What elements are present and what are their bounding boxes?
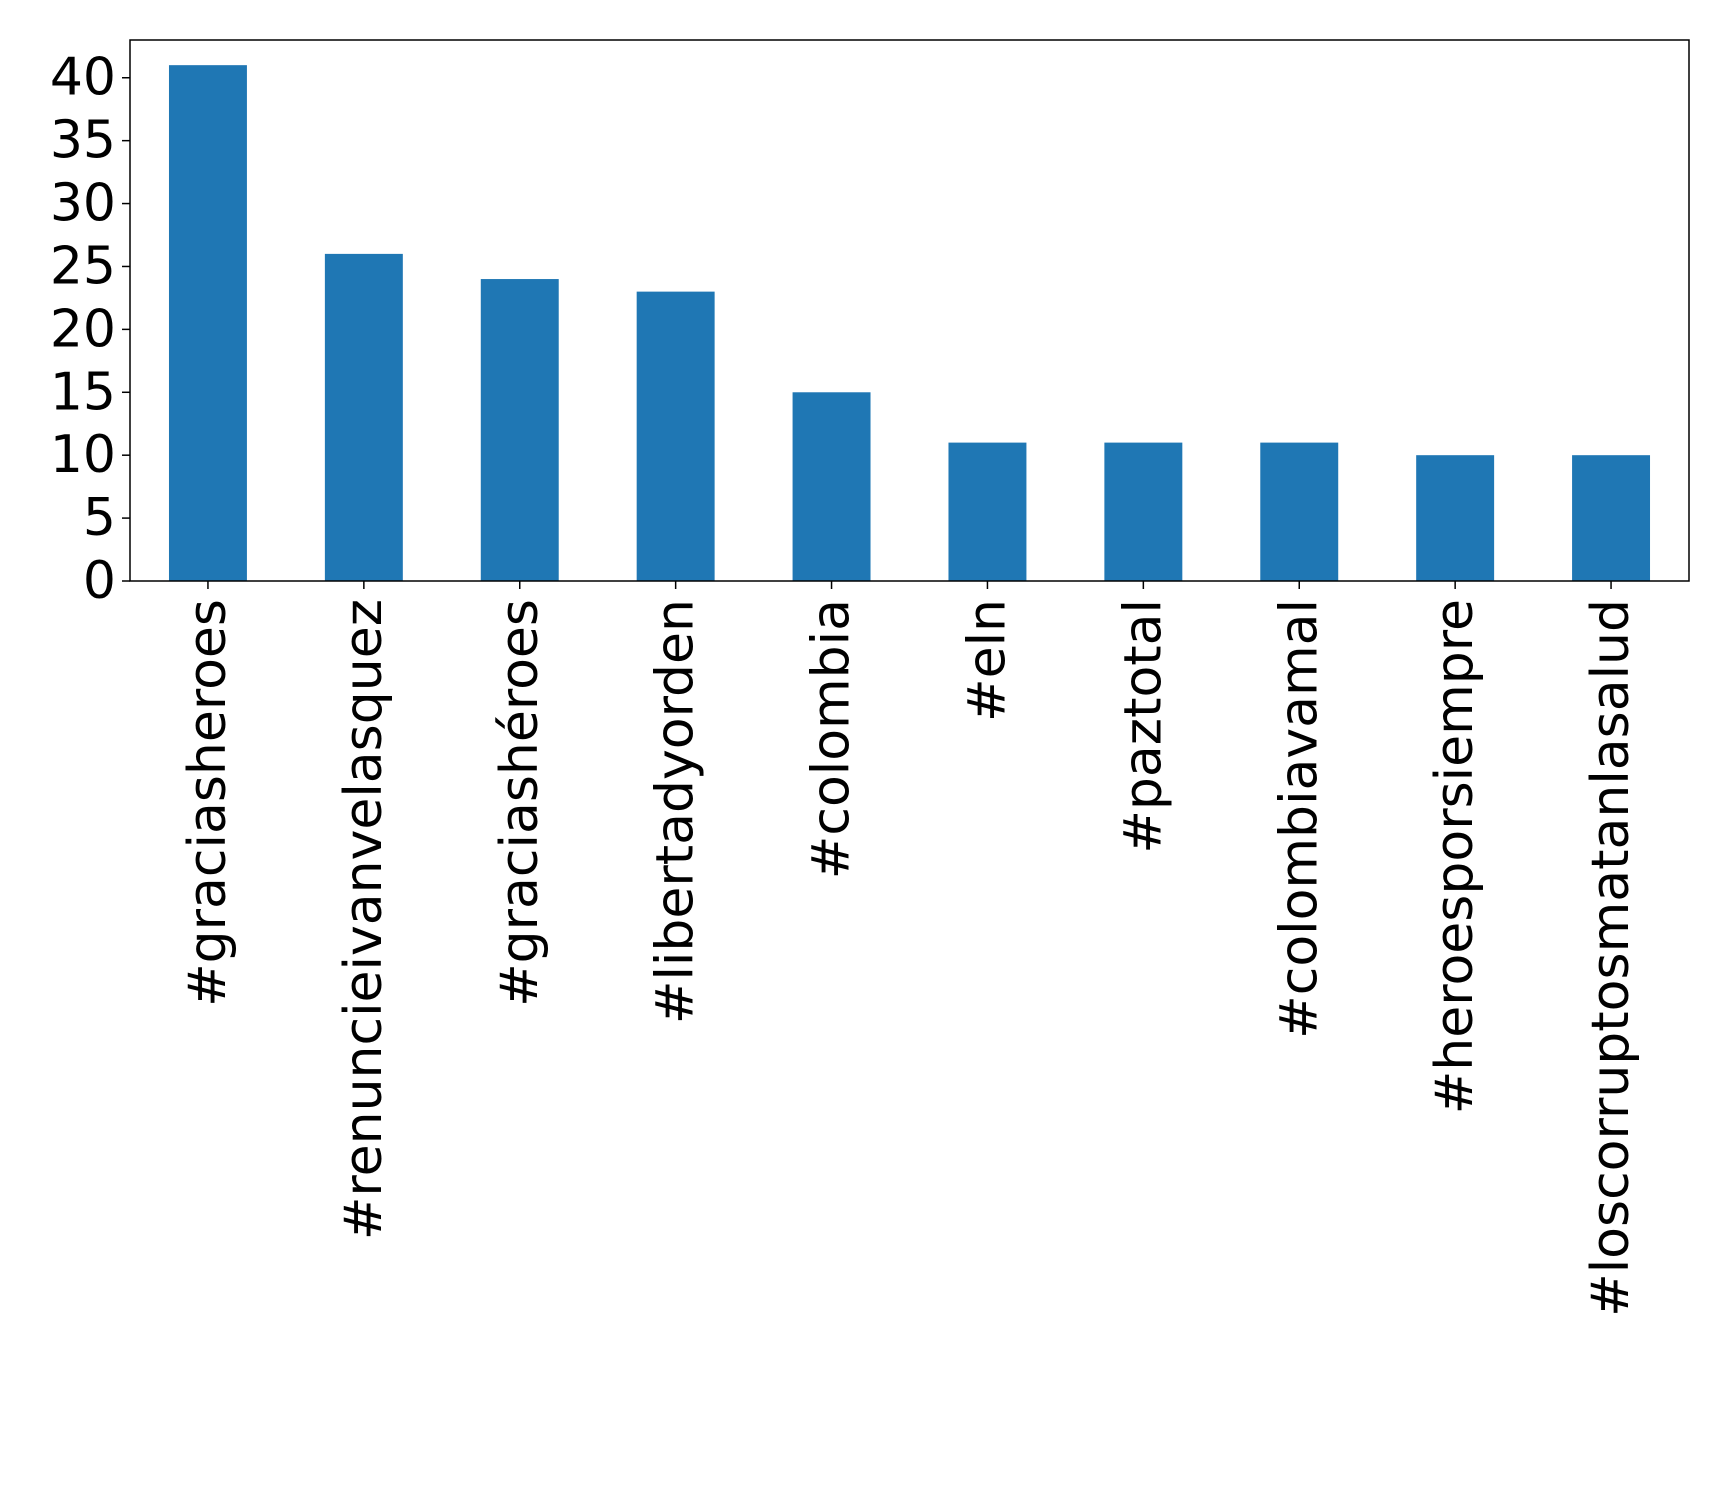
y-tick-label: 15 xyxy=(50,362,116,422)
plot-frame xyxy=(129,39,1690,582)
bar-loscorruptosmatanlasalud xyxy=(1572,455,1651,581)
y-tick-label: 35 xyxy=(50,111,116,171)
x-tick-label: #loscorruptosmatanlasalud xyxy=(1581,599,1641,1317)
x-axis: #graciasheroes #renuncieivanvelasquez #gra… xyxy=(178,581,1641,1317)
x-tick-label: #paztotal xyxy=(1113,599,1173,854)
y-tick-label: 40 xyxy=(50,48,116,108)
x-tick-label: #heroesporsiempre xyxy=(1425,599,1485,1114)
bar-graciasheroes xyxy=(168,65,247,582)
x-tick-label: #libertadyorden xyxy=(646,599,706,1024)
x-tick-label: #colombiavamal xyxy=(1269,599,1329,1039)
bars-group xyxy=(168,65,1651,582)
bar-renuncieivanvelasquez xyxy=(324,253,403,581)
x-tick-label: #renuncieivanvelasquez xyxy=(334,599,394,1240)
bar-colombia xyxy=(792,392,871,581)
bar-paztotal xyxy=(1104,442,1183,581)
y-tick-label: 5 xyxy=(83,488,116,548)
bar-colombiavamal xyxy=(1260,442,1339,581)
bar-libertadyorden xyxy=(636,291,715,581)
y-tick-label: 25 xyxy=(50,236,116,296)
bar-heroesporsiempre xyxy=(1416,455,1495,581)
y-tick-label: 10 xyxy=(50,425,116,485)
y-tick-label: 0 xyxy=(83,551,116,611)
x-tick-label: #graciasheroes xyxy=(178,599,238,1007)
x-tick-label: #colombia xyxy=(802,599,862,879)
x-tick-label: #graciashéroes xyxy=(490,599,550,1007)
x-tick-label: #eln xyxy=(957,599,1017,722)
bar-eln xyxy=(948,442,1027,581)
y-tick-label: 20 xyxy=(50,299,116,359)
y-tick-label: 30 xyxy=(50,174,116,234)
bar-graciashéroes xyxy=(480,279,559,581)
